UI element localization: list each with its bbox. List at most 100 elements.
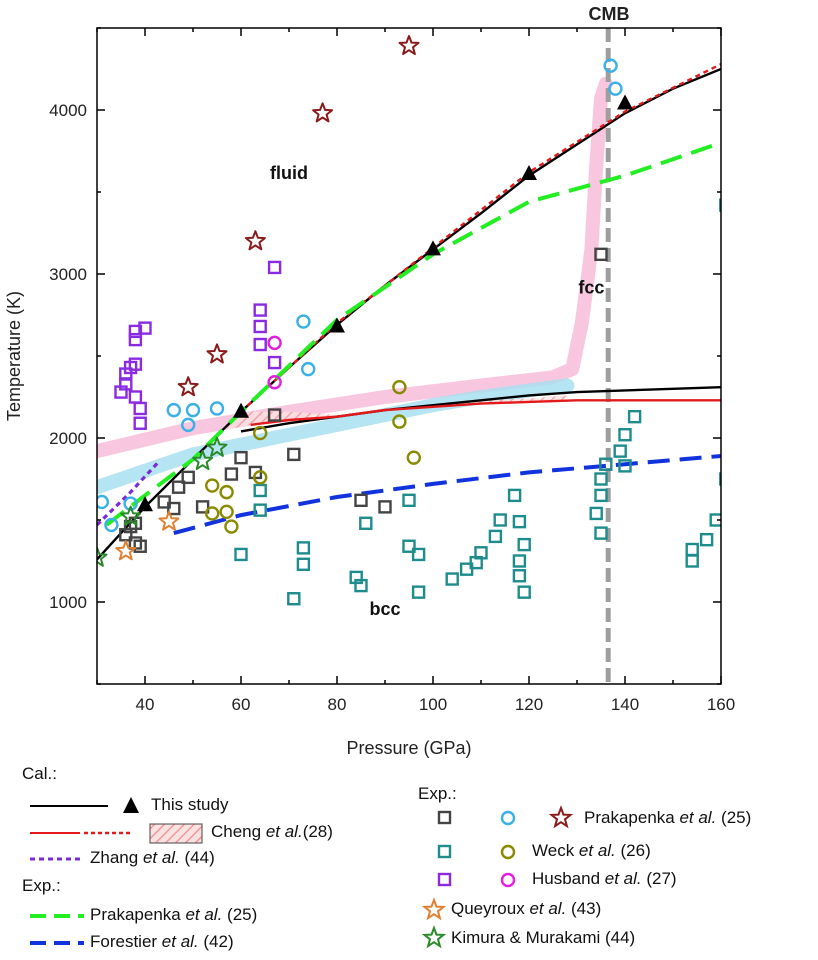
marker-weck-squares xyxy=(296,541,311,555)
marker-weck-squares xyxy=(709,513,721,527)
x-tick-label: 60 xyxy=(232,695,251,714)
legend-this-study: This study xyxy=(151,795,229,814)
marker-weck-squares xyxy=(685,542,699,557)
marker-this-study-triangle xyxy=(617,94,633,110)
marker-prakapenka-squares xyxy=(171,480,186,494)
legend-forestier: Forestier et al. (42) xyxy=(90,932,234,951)
marker-weck-squares xyxy=(599,457,613,471)
x-tick-label: 80 xyxy=(328,695,347,714)
marker-husband-circles xyxy=(267,335,282,351)
marker-prakapenka-stars xyxy=(398,35,420,56)
legend: Cal.: This study Cheng et al.(28) Zhang … xyxy=(0,760,818,960)
legend-cheng: Cheng et al.(28) xyxy=(211,822,333,841)
marker-weck-squares xyxy=(445,572,459,586)
series-cheng-et-al-melting xyxy=(240,63,721,413)
y-tick-label: 2000 xyxy=(49,429,87,448)
marker-this-study-triangle xyxy=(425,240,441,256)
marker-weck-circles xyxy=(219,504,234,519)
marker-husband-squares xyxy=(128,357,143,371)
marker-weck-squares xyxy=(359,516,373,530)
marker-weck-squares xyxy=(699,532,714,547)
marker-husband-squares xyxy=(133,416,147,430)
legend-husband: Husband et al. (27) xyxy=(532,869,677,888)
region-label-fluid: fluid xyxy=(270,163,308,183)
marker-prakapenka-circles xyxy=(185,402,201,418)
x-tick-label: 160 xyxy=(707,695,735,714)
x-tick-label: 120 xyxy=(515,695,543,714)
marker-weck-squares xyxy=(507,488,522,503)
marker-weck-squares xyxy=(411,585,426,599)
marker-weck-squares xyxy=(488,529,503,544)
marker-weck-squares xyxy=(594,488,608,503)
marker-weck-squares xyxy=(512,569,527,583)
marker-prakapenka-squares xyxy=(181,470,195,485)
legend-prak-circle xyxy=(500,810,516,826)
marker-weck-squares xyxy=(402,539,416,553)
marker-this-study-triangle xyxy=(521,164,537,180)
marker-this-study-triangle xyxy=(137,496,153,512)
marker-weck-squares xyxy=(512,554,527,568)
legend-zhang: Zhang et al. (44) xyxy=(90,848,215,867)
legend-cheng-hatch xyxy=(149,823,203,844)
marker-weck-circles xyxy=(253,425,268,441)
series-this-study-melting xyxy=(97,67,721,561)
marker-prakapenka-circles xyxy=(180,417,196,433)
y-tick-label: 3000 xyxy=(49,265,87,284)
legend-prakapenka-markers-label: Prakapenka et al. (25) xyxy=(584,808,752,827)
marker-this-study-triangle xyxy=(233,402,249,418)
phase-diagram-chart: 40 60 80 100 120 140 160 1000 2000 3000 4000 CMB P… xyxy=(4,4,735,758)
marker-husband-squares xyxy=(253,337,267,352)
marker-weck-squares xyxy=(493,513,507,527)
marker-husband-squares xyxy=(133,401,147,416)
legend-queyroux: Queyroux et al. (43) xyxy=(451,899,602,918)
marker-weck-squares xyxy=(589,506,603,521)
marker-weck-circles xyxy=(219,484,234,500)
marker-prakapenka-squares xyxy=(378,500,392,514)
marker-weck-squares xyxy=(411,547,426,562)
legend-weck-circle xyxy=(500,844,516,860)
legend-weck: Weck et al. (26) xyxy=(532,841,651,860)
marker-prakapenka-circles xyxy=(166,402,182,418)
marker-weck-squares xyxy=(594,526,608,540)
marker-prakapenka-stars xyxy=(206,343,228,364)
marker-weck-circles xyxy=(392,379,407,395)
marker-weck-circles xyxy=(392,414,407,429)
legend-husband-circle xyxy=(500,872,516,888)
marker-prakapenka-squares xyxy=(354,493,368,508)
marker-queyroux-stars xyxy=(115,540,137,561)
legend-husband-square xyxy=(437,872,452,887)
marker-weck-circles xyxy=(204,478,220,493)
marker-husband-squares xyxy=(128,332,143,347)
x-tick-label: 140 xyxy=(611,695,639,714)
legend-weck-square xyxy=(437,844,452,859)
marker-prakapenka-circles xyxy=(123,496,138,511)
series-forestier-et-al xyxy=(173,454,721,536)
marker-prakapenka-squares xyxy=(594,247,608,262)
y-tick-label: 1000 xyxy=(49,593,87,612)
marker-weck-squares xyxy=(512,514,527,529)
legend-kimura: Kimura & Murakami (44) xyxy=(451,928,636,947)
marker-weck-squares xyxy=(354,578,368,593)
x-tick-label: 40 xyxy=(136,695,155,714)
marker-weck-squares xyxy=(613,444,627,458)
series-cheng-et-al-fcc-bcc xyxy=(250,399,721,427)
legend-kimura-star xyxy=(421,925,447,949)
marker-prakapenka-squares xyxy=(267,408,282,422)
marker-weck-squares xyxy=(594,472,608,486)
marker-weck-squares xyxy=(517,585,531,599)
marker-husband-squares xyxy=(267,260,282,275)
legend-prak-square xyxy=(437,810,452,825)
marker-husband-squares xyxy=(128,390,143,404)
region-label-bcc: bcc xyxy=(369,599,400,619)
legend-prak-star xyxy=(548,805,574,829)
series-blue-band xyxy=(97,378,575,495)
marker-weck-squares xyxy=(402,493,416,508)
x-tick-label: 100 xyxy=(419,695,447,714)
marker-prakapenka-stars xyxy=(177,376,199,397)
marker-husband-squares xyxy=(128,324,143,339)
y-tick-label: 4000 xyxy=(49,101,87,120)
marker-prakapenka-squares xyxy=(224,467,239,481)
marker-weck-circles xyxy=(204,506,220,521)
series-zhang-et-al xyxy=(97,459,161,527)
marker-weck-circles xyxy=(224,519,239,534)
